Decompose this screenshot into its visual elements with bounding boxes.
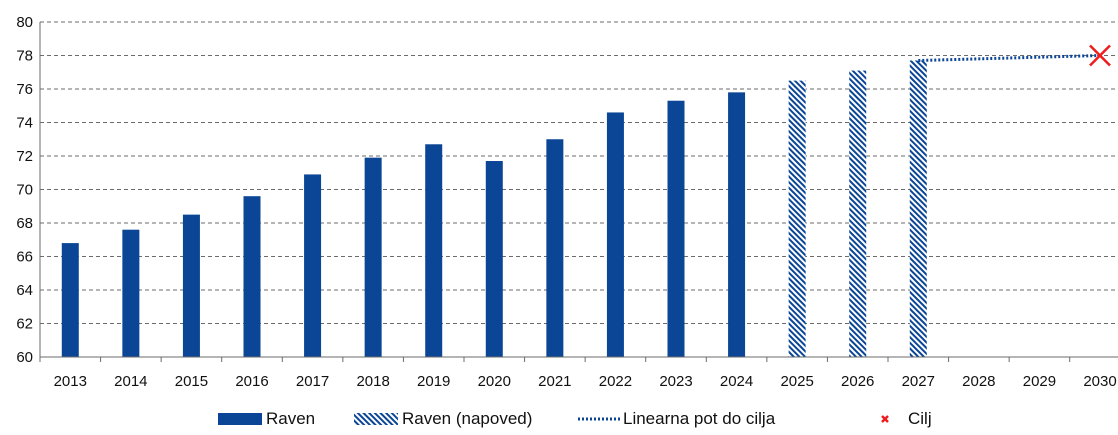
legend-label: Raven [266, 409, 315, 428]
bar [667, 100, 685, 357]
y-tick-label: 60 [16, 349, 33, 366]
y-tick-label: 70 [16, 182, 33, 199]
y-tick-label: 62 [16, 316, 33, 333]
x-tick-label: 2015 [175, 373, 208, 390]
legend: Raven Raven (napoved) Linearna pot do cilj… [218, 409, 932, 428]
legend-swatch-x [881, 415, 889, 423]
y-tick-label: 80 [16, 14, 33, 31]
bar [728, 92, 746, 357]
bars [61, 60, 927, 358]
x-tick-label: 2020 [478, 373, 511, 390]
x-tick-label: 2013 [54, 373, 87, 390]
x-tick-label: 2026 [841, 373, 874, 390]
x-tick-label: 2021 [538, 373, 571, 390]
trend-line-path [918, 54, 1101, 63]
bar [304, 174, 322, 357]
x-tick-label: 2016 [235, 373, 268, 390]
x-tick-label: 2019 [417, 373, 450, 390]
legend-swatch-solid [218, 413, 262, 425]
x-tick-label: 2017 [296, 373, 329, 390]
x-tick-label: 2028 [962, 373, 995, 390]
x-tick-label: 2018 [356, 373, 389, 390]
x-tick-label: 2027 [902, 373, 935, 390]
bar [61, 243, 79, 357]
bar [122, 229, 140, 357]
x-tick-labels: 2013 2014 2015 2016 2017 2018 2019 2020 2021 2022… [54, 373, 1117, 390]
trend-line [918, 54, 1101, 63]
y-tick-label: 74 [16, 115, 33, 132]
bar [606, 112, 624, 357]
y-tick-label: 78 [16, 48, 33, 65]
y-tick-label: 76 [16, 81, 33, 98]
x-tick-label: 2029 [1023, 373, 1056, 390]
bar [546, 139, 564, 357]
bar [182, 214, 200, 357]
bar-forecast [909, 60, 927, 358]
legend-label: Cilj [908, 409, 932, 428]
y-tick-label: 64 [16, 282, 33, 299]
gridlines [40, 21, 1118, 358]
legend-label: Linearna pot do cilja [623, 409, 776, 428]
x-tick-label: 2025 [780, 373, 813, 390]
x-tick-label: 2022 [599, 373, 632, 390]
bar [243, 196, 261, 357]
bar [364, 157, 382, 357]
x-tick-label: 2024 [720, 373, 753, 390]
bar-forecast [849, 70, 867, 357]
x-tick-label: 2014 [114, 373, 147, 390]
y-tick-label: 68 [16, 215, 33, 232]
x-axis [39, 356, 1118, 362]
x-tick-label: 2023 [659, 373, 692, 390]
x-tick-label: 2030 [1083, 373, 1116, 390]
bar [485, 161, 503, 357]
legend-swatch-hatched [354, 413, 398, 425]
y-tick-label: 72 [16, 148, 33, 165]
y-axis: 60 62 64 66 68 70 72 74 76 78 80 [16, 14, 41, 366]
bar [425, 144, 443, 357]
legend-label: Raven (napoved) [402, 409, 532, 428]
y-tick-label: 66 [16, 249, 33, 266]
target-x-marker [1089, 44, 1111, 67]
target-marker [1089, 44, 1111, 67]
bar-forecast [788, 80, 806, 357]
